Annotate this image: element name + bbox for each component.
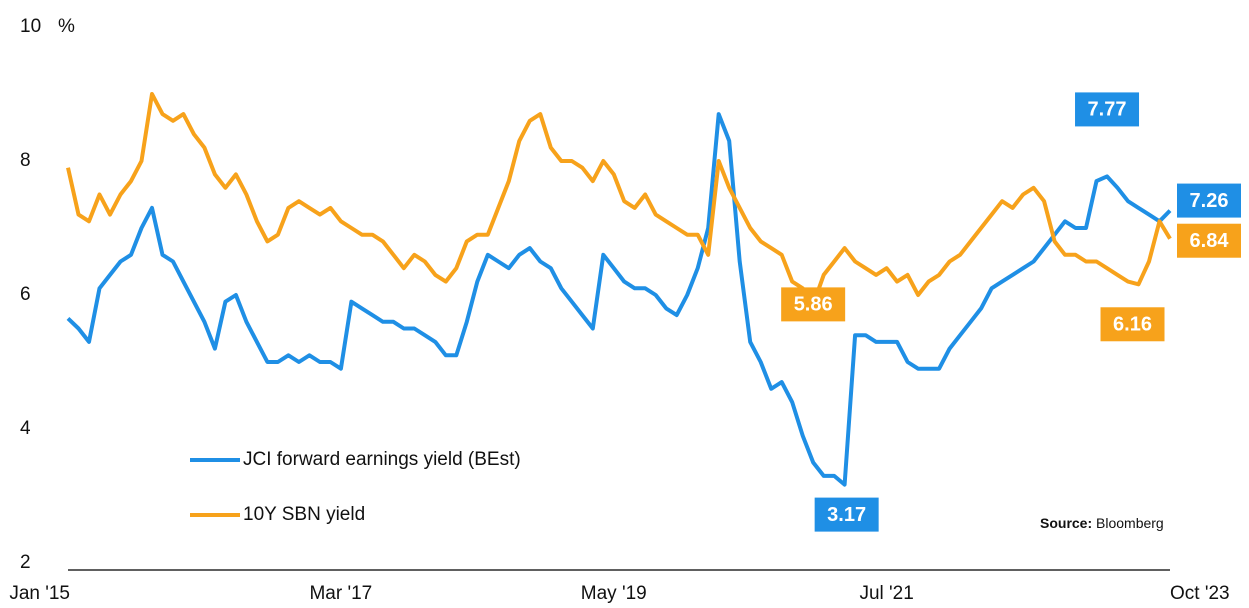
value-label-box (814, 497, 879, 532)
x-tick-label: Oct '23 (1170, 583, 1230, 604)
source: Source: Bloomberg (1040, 515, 1164, 531)
value-label: 5.86 (794, 294, 833, 316)
value-label: 6.84 (1190, 230, 1230, 252)
y-tick-label: 4 (20, 418, 31, 439)
value-label-box (1177, 223, 1241, 258)
value-label: 6.16 (1113, 314, 1152, 336)
value-label-box (781, 287, 846, 322)
y-tick-label: 2 (20, 552, 31, 573)
x-tick-label: Jan '15 (9, 583, 70, 604)
y-tick-label: 6 (20, 284, 31, 305)
x-tick-label: Mar '17 (309, 583, 372, 604)
value-label: 7.77 (1088, 99, 1127, 121)
legend-label: 10Y SBN yield (243, 504, 365, 525)
y-unit: % (58, 16, 75, 37)
x-tick-label: Jul '21 (859, 583, 913, 604)
x-tick-label: May '19 (581, 583, 647, 604)
value-label-box (1177, 183, 1241, 218)
value-label-box (1075, 92, 1140, 127)
legend-label: JCI forward earnings yield (BEst) (243, 449, 521, 470)
y-tick-label: 10 (20, 16, 41, 37)
source-name: Bloomberg (1096, 515, 1164, 531)
value-label: 3.17 (827, 504, 866, 526)
value-label-box (1100, 307, 1165, 342)
series-line (66, 112, 1172, 487)
series-line (66, 92, 1172, 307)
value-label: 7.26 (1190, 190, 1229, 212)
source-label: Source: (1040, 515, 1092, 531)
y-tick-label: 8 (20, 150, 31, 171)
